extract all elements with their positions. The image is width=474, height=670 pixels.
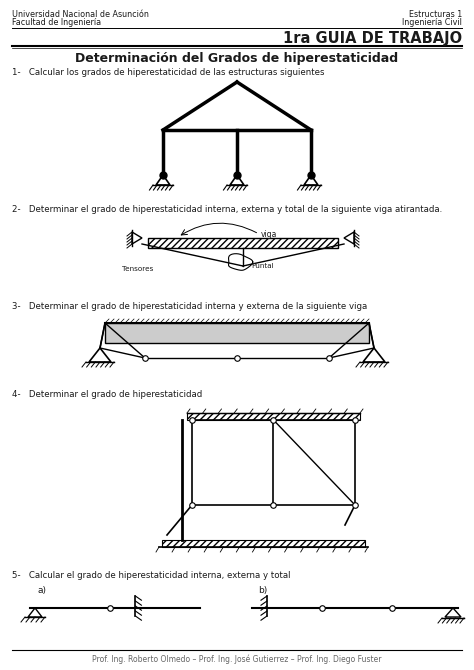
Text: Tensores: Tensores <box>122 266 154 272</box>
Text: 3-   Determinar el grado de hiperestaticidad interna y externa de la siguiente v: 3- Determinar el grado de hiperestaticid… <box>12 302 367 311</box>
Bar <box>162 540 365 547</box>
Text: b): b) <box>258 586 267 595</box>
Text: 4-   Determinar el grado de hiperestaticidad: 4- Determinar el grado de hiperestaticid… <box>12 390 202 399</box>
Text: Facultad de Ingeniería: Facultad de Ingeniería <box>12 18 101 27</box>
Text: 1-   Calcular los grados de hiperestaticidad de las estructuras siguientes: 1- Calcular los grados de hiperestaticid… <box>12 68 325 77</box>
Text: Estructuras 1: Estructuras 1 <box>409 10 462 19</box>
Text: Determinación del Grados de hiperestaticidad: Determinación del Grados de hiperestatic… <box>75 52 399 65</box>
Text: 2-   Determinar el grado de hiperestaticidad interna, externa y total de la sigu: 2- Determinar el grado de hiperestaticid… <box>12 205 442 214</box>
Text: Prof. Ing. Roberto Olmedo – Prof. Ing. José Gutierrez – Prof. Ing. Diego Fuster: Prof. Ing. Roberto Olmedo – Prof. Ing. J… <box>92 655 382 665</box>
Text: Ingeniería Civil: Ingeniería Civil <box>402 18 462 27</box>
Bar <box>105 323 369 343</box>
Bar <box>148 238 338 248</box>
Text: Puntal: Puntal <box>251 263 273 269</box>
Bar <box>187 413 360 420</box>
Text: 1ra GUIA DE TRABAJO: 1ra GUIA DE TRABAJO <box>283 31 462 46</box>
Text: Universidad Nacional de Asunción: Universidad Nacional de Asunción <box>12 10 149 19</box>
Text: viga: viga <box>261 230 277 239</box>
Text: a): a) <box>38 586 47 595</box>
Text: 5-   Calcular el grado de hiperestaticidad interna, externa y total: 5- Calcular el grado de hiperestaticidad… <box>12 571 291 580</box>
